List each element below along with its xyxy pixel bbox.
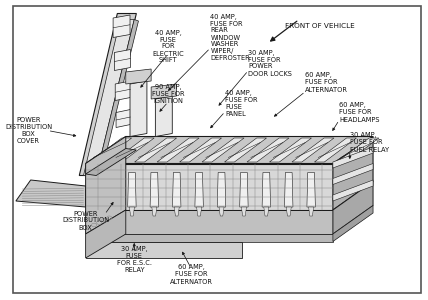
Polygon shape <box>195 172 203 207</box>
Polygon shape <box>333 147 373 168</box>
Polygon shape <box>172 172 181 207</box>
Text: POWER
DISTRIBUTION
BOX: POWER DISTRIBUTION BOX <box>62 211 109 230</box>
Text: 30 AMP,
FUSE FOR
POWER
DOOR LOCKS: 30 AMP, FUSE FOR POWER DOOR LOCKS <box>248 50 292 76</box>
Text: FRONT OF VEHICLE: FRONT OF VEHICLE <box>285 22 355 28</box>
Polygon shape <box>196 207 202 216</box>
Polygon shape <box>113 15 130 38</box>
Polygon shape <box>307 172 315 207</box>
Polygon shape <box>180 138 222 162</box>
Polygon shape <box>86 242 242 258</box>
Text: POWER
DISTRIBUTION
BOX
COVER: POWER DISTRIBUTION BOX COVER <box>5 117 52 144</box>
Text: 30 AMP,
FUSE FOR
FUEL RELAY: 30 AMP, FUSE FOR FUEL RELAY <box>350 133 389 152</box>
Polygon shape <box>107 207 112 216</box>
Polygon shape <box>79 14 137 175</box>
Polygon shape <box>225 138 267 162</box>
Text: 30 AMP,
FUSE
FOR E.S.C.
RELAY: 30 AMP, FUSE FOR E.S.C. RELAY <box>117 246 152 273</box>
Polygon shape <box>337 138 379 162</box>
Polygon shape <box>86 164 333 210</box>
Polygon shape <box>152 207 157 216</box>
Polygon shape <box>174 207 179 216</box>
Text: 60 AMP,
FUSE FOR
ALTERNATOR: 60 AMP, FUSE FOR ALTERNATOR <box>170 265 213 284</box>
Polygon shape <box>96 20 139 177</box>
Polygon shape <box>270 138 312 162</box>
Polygon shape <box>129 207 134 216</box>
Polygon shape <box>130 81 147 136</box>
Polygon shape <box>264 207 269 216</box>
Polygon shape <box>219 207 224 216</box>
Text: 60 AMP,
FUSE FOR
ALTERNATOR: 60 AMP, FUSE FOR ALTERNATOR <box>306 73 348 92</box>
Text: 40 AMP,
FUSE
FOR
ELECTRIC
SHIFT: 40 AMP, FUSE FOR ELECTRIC SHIFT <box>152 29 184 64</box>
Polygon shape <box>309 207 314 216</box>
Polygon shape <box>116 110 131 128</box>
Polygon shape <box>86 210 333 234</box>
Polygon shape <box>115 81 131 100</box>
Polygon shape <box>86 210 126 258</box>
Polygon shape <box>155 96 172 136</box>
Polygon shape <box>83 20 134 176</box>
Text: 40 AMP,
FUSE FOR
REAR
WINDOW
WASHER
WIPER/
DEFROSTER: 40 AMP, FUSE FOR REAR WINDOW WASHER WIPE… <box>210 14 250 61</box>
Polygon shape <box>285 172 293 207</box>
Polygon shape <box>333 164 373 184</box>
Polygon shape <box>315 138 357 162</box>
Polygon shape <box>262 172 270 207</box>
Polygon shape <box>241 207 247 216</box>
Polygon shape <box>105 172 114 207</box>
Polygon shape <box>247 138 289 162</box>
Polygon shape <box>333 180 373 201</box>
Text: 60 AMP,
FUSE FOR
HEADLAMPS: 60 AMP, FUSE FOR HEADLAMPS <box>339 103 380 122</box>
Polygon shape <box>134 138 177 162</box>
Polygon shape <box>114 50 131 70</box>
Polygon shape <box>86 136 373 164</box>
Polygon shape <box>86 148 137 176</box>
Polygon shape <box>86 234 333 242</box>
Text: 40 AMP,
FUSE FOR
FUSE
PANEL: 40 AMP, FUSE FOR FUSE PANEL <box>225 90 258 117</box>
Polygon shape <box>240 172 248 207</box>
Polygon shape <box>128 172 136 207</box>
Polygon shape <box>333 206 373 242</box>
Polygon shape <box>151 84 176 99</box>
Polygon shape <box>157 138 199 162</box>
Polygon shape <box>217 172 226 207</box>
Polygon shape <box>202 138 244 162</box>
Polygon shape <box>112 138 154 162</box>
Polygon shape <box>286 207 291 216</box>
Polygon shape <box>16 180 86 207</box>
Polygon shape <box>333 136 373 210</box>
Polygon shape <box>126 69 151 84</box>
Polygon shape <box>292 138 334 162</box>
Polygon shape <box>86 136 126 234</box>
Polygon shape <box>333 182 373 234</box>
Polygon shape <box>89 138 132 162</box>
Polygon shape <box>150 172 158 207</box>
Text: 90 AMP,
FUSE FOR
IGNITION: 90 AMP, FUSE FOR IGNITION <box>152 85 184 104</box>
